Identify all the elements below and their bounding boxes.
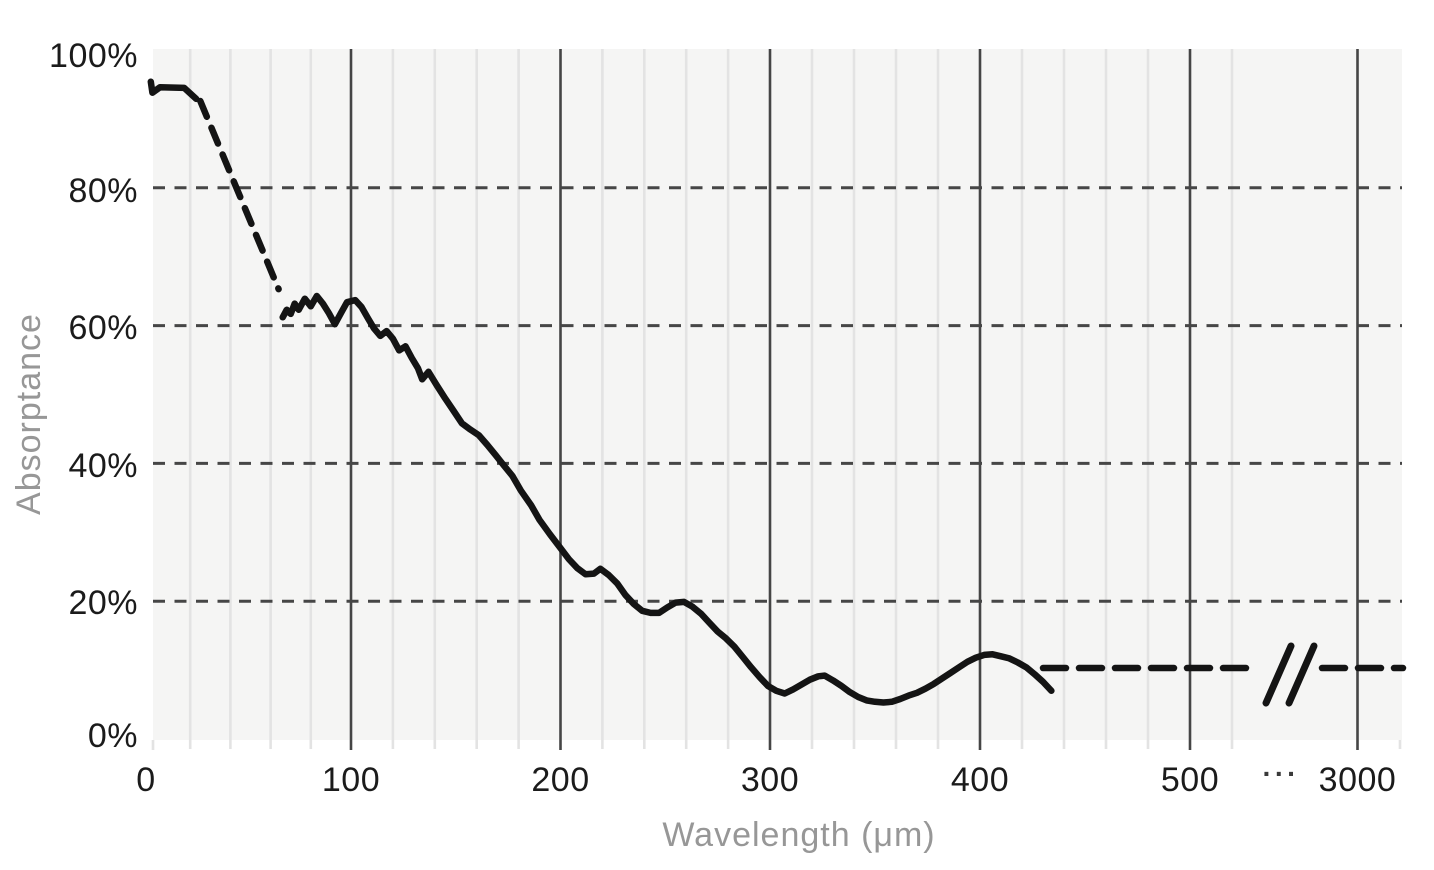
y-tick-label: 80%	[68, 172, 138, 210]
axis-break-slash	[1285, 642, 1318, 707]
series-solid-start	[147, 78, 200, 103]
x-tick-label: 400	[951, 761, 1009, 799]
x-tick-label: 100	[322, 761, 380, 799]
x-tick-label: 300	[741, 761, 799, 799]
x-tick-label: 500	[1161, 761, 1219, 799]
y-tick-label: 60%	[68, 309, 138, 347]
series-dashed-interpolation	[197, 97, 282, 293]
y-tick-label: 40%	[68, 447, 138, 485]
y-tick-label: 0%	[88, 717, 138, 755]
x-tick-label: 3000	[1319, 761, 1397, 799]
x-axis-title: Wavelength (μm)	[662, 816, 935, 854]
y-tick-label: 100%	[49, 37, 138, 75]
x-tick-label: 200	[531, 761, 589, 799]
y-axis-title: Absorptance	[10, 313, 48, 515]
x-tick-label: 0	[136, 761, 155, 799]
series-main-line	[279, 292, 1055, 706]
x-axis-break-ellipsis: ···	[1263, 758, 1300, 789]
axis-break-slash	[1262, 642, 1295, 707]
y-tick-label: 20%	[68, 584, 138, 622]
plot-area	[153, 49, 1402, 740]
